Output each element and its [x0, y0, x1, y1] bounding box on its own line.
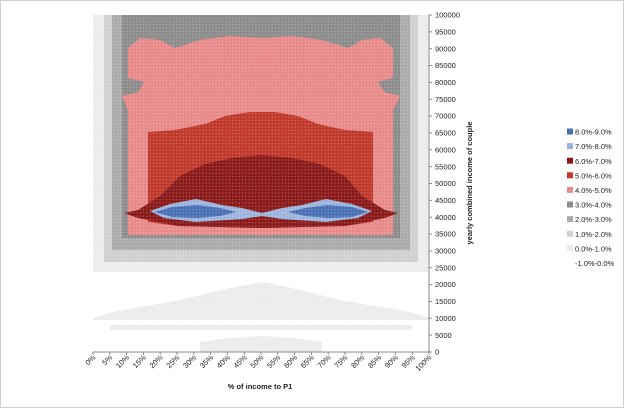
legend-label: 0.0%-1.0%	[575, 244, 612, 253]
legend-label: 5.0%-6.0%	[575, 171, 612, 180]
legend-label: 4.0%-5.0%	[575, 186, 612, 195]
legend-label: 2.0%-3.0%	[575, 215, 612, 224]
legend-label: 8.0%-9.0%	[575, 128, 612, 137]
y-tick-label: 10000	[435, 314, 456, 323]
legend-entry: 3.0%-4.0%	[567, 201, 612, 210]
y-tick-label: 45000	[435, 196, 456, 205]
y-axis-title: yearly combined income of couple	[465, 122, 474, 245]
legend-swatch	[567, 186, 573, 193]
legend-entry: 7.0%-8.0%	[567, 142, 612, 151]
y-tick-label: 0	[435, 348, 439, 357]
dot-texture	[93, 15, 429, 352]
legend-entry: 5.0%-6.0%	[567, 171, 612, 180]
y-tick-label: 65000	[435, 129, 456, 138]
y-tick-label: 75000	[435, 95, 456, 104]
legend-entry: -1.0%-0.0%	[567, 259, 615, 268]
y-tick-label: 30000	[435, 247, 456, 256]
legend-label: 1.0%-2.0%	[575, 230, 612, 239]
legend-label: -1.0%-0.0%	[575, 259, 615, 268]
y-tick-label: 50000	[435, 179, 456, 188]
legend-swatch	[567, 172, 573, 179]
legend-entry: 6.0%-7.0%	[567, 157, 612, 166]
y-tick-labels: 0 5000 10000 15000 20000 25000 30000 35000 40000…	[429, 11, 460, 357]
y-tick-label: 80000	[435, 78, 456, 87]
y-tick-label: 20000	[435, 280, 456, 289]
legend-entry: 0.0%-1.0%	[567, 244, 612, 253]
legend-swatch	[567, 201, 573, 208]
y-tick-label: 35000	[435, 230, 456, 239]
legend-swatch	[567, 143, 573, 150]
legend-swatch	[567, 216, 573, 223]
legend-swatch	[567, 128, 573, 135]
y-tick-label: 95000	[435, 27, 456, 36]
y-tick-label: 100000	[435, 11, 460, 20]
x-axis-title: % of income to P1	[228, 382, 293, 391]
legend-swatch	[567, 230, 573, 237]
y-tick-label: 25000	[435, 263, 456, 272]
y-tick-label: 85000	[435, 61, 456, 70]
legend-entry: 2.0%-3.0%	[567, 215, 612, 224]
contour-bands	[93, 15, 429, 352]
legend-entry: 4.0%-5.0%	[567, 186, 612, 195]
y-tick-label: 5000	[435, 331, 452, 340]
y-tick-label: 15000	[435, 297, 456, 306]
legend-label: 6.0%-7.0%	[575, 157, 612, 166]
legend-label: 3.0%-4.0%	[575, 201, 612, 210]
y-tick-label: 40000	[435, 213, 456, 222]
y-tick-label: 70000	[435, 112, 456, 121]
legend-swatch	[567, 245, 573, 252]
legend-entry: 8.0%-9.0%	[567, 128, 612, 137]
legend-swatch	[567, 259, 573, 266]
y-tick-label: 55000	[435, 162, 456, 171]
y-tick-label: 60000	[435, 145, 456, 154]
legend-entry: 1.0%-2.0%	[567, 230, 612, 239]
legend-swatch	[567, 157, 573, 164]
legend: 8.0%-9.0% 7.0%-8.0% 6.0%-7.0% 5.0%-6.0% 4.0%…	[567, 128, 615, 268]
y-tick-label: 90000	[435, 44, 456, 53]
legend-label: 7.0%-8.0%	[575, 142, 612, 151]
